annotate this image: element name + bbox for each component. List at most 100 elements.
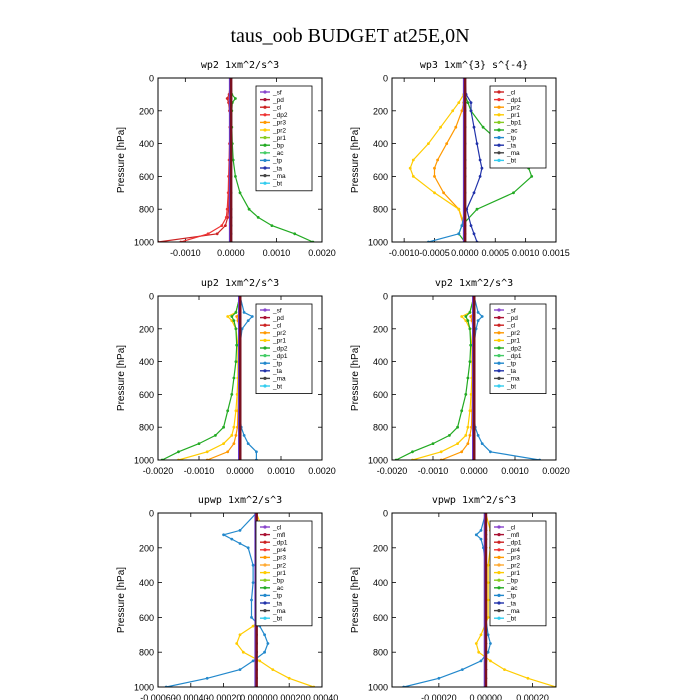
panels: wp2 1xm^2/s^3 Pressure [hPa] 0 200 400 600 800…	[116, 60, 570, 700]
data-point	[235, 343, 239, 347]
data-point	[480, 166, 484, 170]
legend-label: _bp	[272, 578, 284, 585]
plot-frame	[391, 512, 557, 688]
data-point	[448, 434, 451, 437]
legend-label: _ta	[506, 600, 516, 607]
legend-marker	[263, 174, 267, 178]
legend-label: _pr2	[506, 562, 520, 569]
legend-marker	[263, 338, 267, 342]
data-point	[474, 642, 478, 645]
data-point	[472, 125, 476, 129]
figure-title: taus_oob BUDGET at25E,0N	[230, 25, 469, 47]
plot-frame	[157, 77, 323, 243]
data-point	[433, 175, 436, 178]
data-point	[480, 442, 484, 445]
legend-marker	[263, 113, 267, 117]
data-point	[433, 191, 436, 195]
series-line-dp2	[180, 78, 232, 242]
data-point	[197, 442, 201, 445]
legend-label: _ta	[272, 165, 282, 172]
legend-label: _ac	[272, 150, 284, 157]
data-point	[226, 409, 230, 413]
legend-marker	[497, 143, 501, 147]
data-point	[454, 125, 458, 129]
data-point	[230, 393, 234, 396]
panel-title: upwp 1xm^2/s^3	[198, 495, 282, 506]
legend-marker	[263, 609, 267, 613]
legend: _sf_pd_cl_pr2_pr1_dp2_dp1_tp_ta_ma_bt	[255, 303, 313, 394]
legend-marker	[497, 128, 501, 132]
legend-marker	[263, 308, 267, 312]
data-point	[437, 676, 441, 680]
y-tick-label: 800	[139, 423, 154, 433]
legend-label: _bp	[272, 143, 284, 150]
legend-label: _pr2	[506, 330, 520, 337]
data-point	[472, 191, 476, 195]
x-tick-label: 0.0010	[263, 248, 291, 258]
legend-label: _pr3	[272, 120, 286, 127]
legend-marker	[497, 616, 501, 620]
legend-marker	[497, 316, 501, 320]
data-point	[489, 659, 492, 663]
data-point	[226, 315, 230, 318]
data-point	[526, 676, 530, 680]
y-tick-label: 1000	[368, 456, 388, 466]
data-point	[431, 442, 435, 445]
data-point	[477, 650, 481, 654]
data-point	[251, 659, 255, 663]
legend-label: _tp	[506, 361, 516, 368]
data-point	[411, 158, 415, 162]
data-point	[468, 327, 472, 331]
legend-marker	[497, 601, 501, 605]
legend-marker	[263, 616, 267, 620]
data-point	[486, 616, 490, 619]
y-tick-label: 800	[373, 648, 388, 658]
legend-label: _ma	[506, 608, 520, 615]
y-tick-label: 200	[139, 106, 154, 116]
data-point	[242, 311, 246, 314]
data-point	[232, 442, 236, 445]
legend-label: _mfl	[506, 532, 520, 539]
data-point	[411, 175, 415, 178]
data-point	[230, 434, 234, 437]
series-group	[408, 78, 534, 242]
data-point	[234, 311, 238, 314]
legend-label: _pd	[272, 315, 284, 322]
y-tick-label: 400	[139, 139, 154, 149]
data-point	[234, 409, 238, 413]
legend-marker	[263, 593, 267, 598]
legend-marker	[263, 578, 267, 582]
x-tick-label: 0.0020	[542, 466, 570, 476]
y-tick-label: 800	[373, 423, 388, 433]
data-point	[486, 598, 490, 602]
data-point	[464, 319, 468, 322]
y-tick-label: 1000	[368, 683, 388, 693]
data-point	[475, 207, 479, 211]
data-point	[287, 676, 291, 680]
legend-marker	[263, 533, 267, 537]
series-group	[394, 296, 541, 460]
data-point	[469, 393, 473, 396]
legend-marker	[497, 158, 501, 162]
y-axis-label: Pressure [hPa]	[116, 127, 127, 193]
x-tick-label: 0.0005	[481, 248, 509, 258]
x-tick-label: 0.0000	[226, 466, 254, 476]
x-tick-label: -0.0010	[184, 466, 215, 476]
data-point	[468, 360, 472, 363]
legend-marker	[497, 151, 501, 155]
data-point	[433, 166, 436, 170]
legend-marker	[497, 105, 501, 109]
legend-marker	[263, 316, 267, 320]
panel-6: vpwp 1xm^2/s^3 Pressure [hPa] 0 200 400 600 80…	[350, 495, 557, 700]
legend-label: _bp	[506, 578, 518, 585]
legend-marker	[263, 555, 267, 560]
plot-frame	[157, 295, 323, 461]
data-point	[464, 434, 468, 437]
legend-marker	[497, 571, 501, 575]
x-tick-label: 0.0000	[460, 466, 488, 476]
data-point	[234, 97, 237, 100]
data-point	[224, 216, 228, 219]
data-point	[486, 633, 490, 637]
data-point	[489, 450, 492, 454]
data-point	[177, 450, 180, 454]
